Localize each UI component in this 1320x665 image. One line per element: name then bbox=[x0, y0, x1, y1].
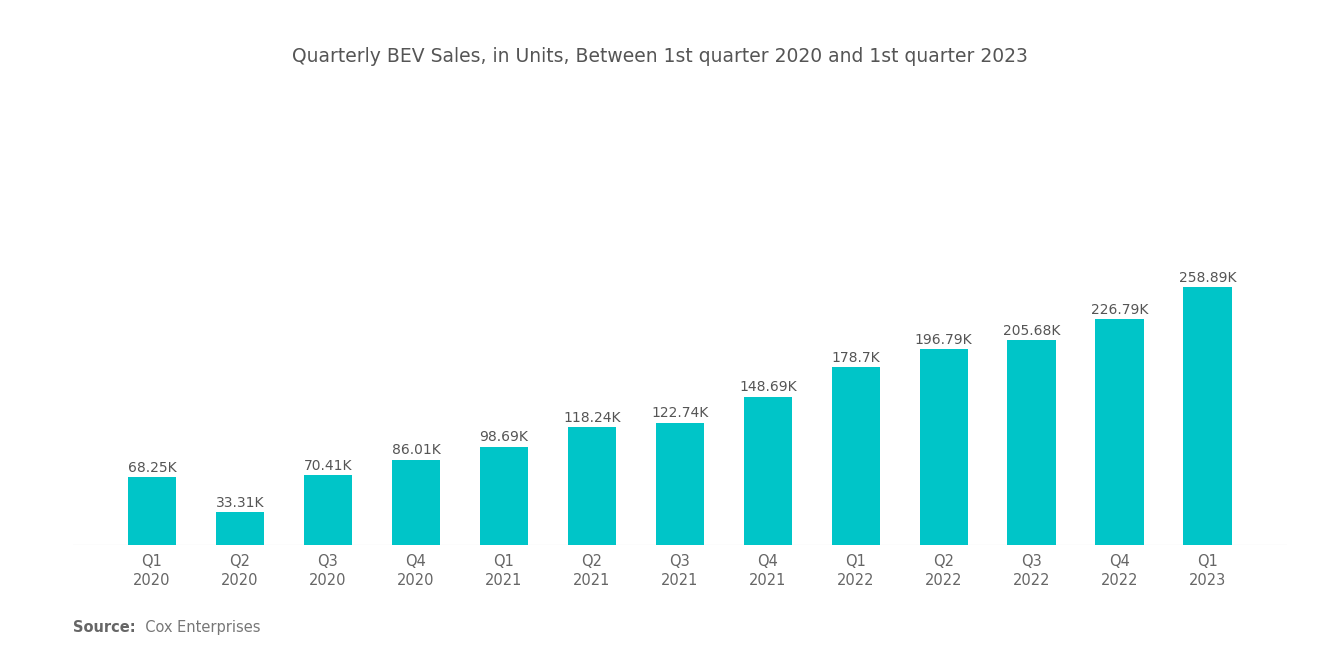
Bar bbox=[1184, 287, 1232, 545]
Bar bbox=[568, 428, 616, 545]
Text: 33.31K: 33.31K bbox=[215, 495, 264, 509]
Text: 226.79K: 226.79K bbox=[1090, 303, 1148, 317]
Bar bbox=[743, 397, 792, 545]
Text: Cox Enterprises: Cox Enterprises bbox=[136, 620, 260, 635]
Text: 98.69K: 98.69K bbox=[479, 430, 528, 444]
Bar bbox=[304, 475, 352, 545]
Bar bbox=[215, 512, 264, 545]
Text: 178.7K: 178.7K bbox=[832, 350, 880, 364]
Bar bbox=[1007, 340, 1056, 545]
Bar bbox=[656, 423, 704, 545]
Text: 122.74K: 122.74K bbox=[651, 406, 709, 420]
Text: 258.89K: 258.89K bbox=[1179, 271, 1237, 285]
Bar bbox=[832, 367, 880, 545]
Text: Quarterly BEV Sales, in Units, Between 1st quarter 2020 and 1st quarter 2023: Quarterly BEV Sales, in Units, Between 1… bbox=[292, 47, 1028, 66]
Bar bbox=[1096, 319, 1144, 545]
Text: 196.79K: 196.79K bbox=[915, 332, 973, 346]
Bar bbox=[479, 447, 528, 545]
Bar bbox=[128, 477, 176, 545]
Text: 68.25K: 68.25K bbox=[128, 461, 177, 475]
Text: 148.69K: 148.69K bbox=[739, 380, 796, 394]
Text: 70.41K: 70.41K bbox=[304, 459, 352, 473]
Text: 205.68K: 205.68K bbox=[1003, 324, 1060, 338]
Text: 118.24K: 118.24K bbox=[564, 411, 620, 425]
Text: 86.01K: 86.01K bbox=[392, 443, 441, 457]
Text: Source:: Source: bbox=[73, 620, 135, 635]
Bar bbox=[392, 460, 440, 545]
Bar bbox=[920, 349, 968, 545]
